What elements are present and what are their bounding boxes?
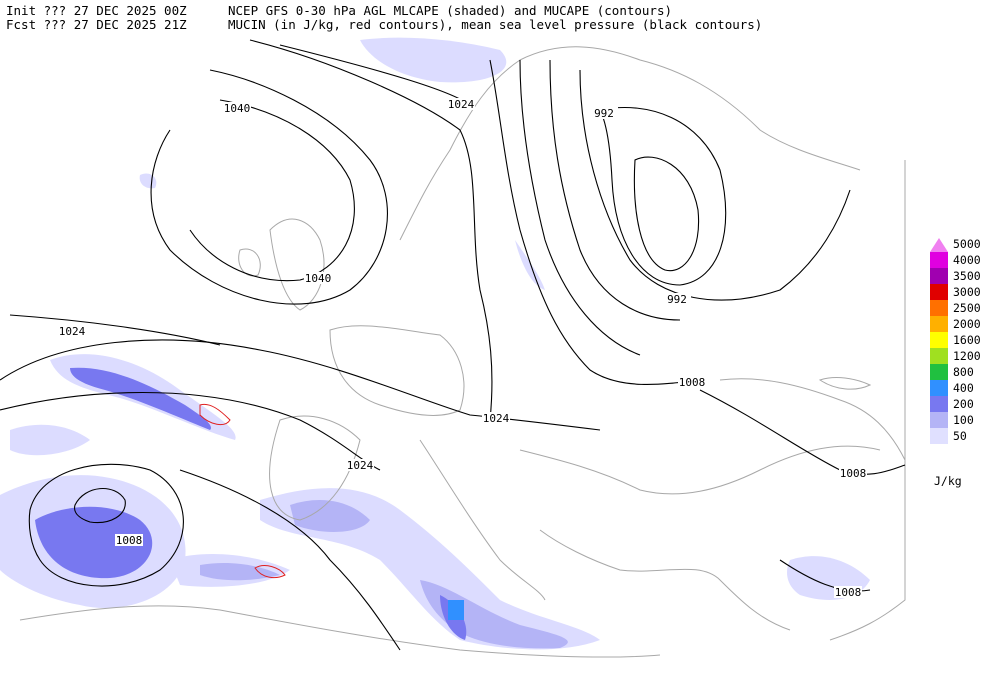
init-time: Init ??? 27 DEC 2025 00Z — [6, 3, 187, 18]
colorbar-label: 2000 — [953, 317, 981, 331]
title-line-1: NCEP GFS 0-30 hPa AGL MLCAPE (shaded) an… — [228, 3, 672, 18]
pressure-label: 1024 — [59, 325, 86, 338]
colorbar: 5000 4000 3500 3000 2500 2000 1600 1200 800 400 20… — [930, 237, 981, 444]
label-bg — [447, 98, 475, 110]
colorbar-label: 800 — [953, 365, 974, 379]
colorbar-label: 2500 — [953, 301, 981, 315]
pressure-label: 1008 — [840, 467, 867, 480]
label-bg — [839, 467, 867, 479]
colorbar-swatch — [930, 252, 948, 268]
colorbar-label: 100 — [953, 413, 974, 427]
colorbar-label: 400 — [953, 381, 974, 395]
colorbar-label: 1200 — [953, 349, 981, 363]
pressure-label: 1040 — [305, 272, 332, 285]
title-line-2: MUCIN (in J/kg, red contours), mean sea … — [228, 17, 762, 32]
colorbar-label: 200 — [953, 397, 974, 411]
pressure-label: 1024 — [347, 459, 374, 472]
pressure-label: 1024 — [448, 98, 475, 111]
label-bg — [663, 293, 691, 305]
pressure-label: 1008 — [679, 376, 706, 389]
label-bg — [678, 376, 706, 388]
pressure-label: 1008 — [116, 534, 143, 547]
label-bg — [223, 102, 251, 114]
colorbar-label: 50 — [953, 429, 967, 443]
colorbar-swatch — [930, 348, 948, 364]
colorbar-swatch — [930, 412, 948, 428]
label-bg — [304, 272, 332, 284]
colorbar-swatch — [930, 300, 948, 316]
colorbar-swatch — [930, 380, 948, 396]
label-bg — [482, 412, 510, 424]
colorbar-label: 3000 — [953, 285, 981, 299]
colorbar-label: 3500 — [953, 269, 981, 283]
colorbar-swatch — [930, 332, 948, 348]
coastlines — [19, 46, 906, 658]
colorbar-swatch — [930, 238, 948, 252]
colorbar-label: 4000 — [953, 253, 981, 267]
label-bg — [58, 325, 86, 337]
forecast-time: Fcst ??? 27 DEC 2025 21Z — [6, 17, 187, 32]
pressure-label: 992 — [594, 107, 614, 120]
colorbar-label: 1600 — [953, 333, 981, 347]
label-bg — [346, 459, 374, 471]
colorbar-swatch — [930, 316, 948, 332]
pressure-labels: 1040 1024 992 1040 992 1024 1008 1024 1024 1008 10… — [58, 98, 867, 599]
colorbar-swatch — [930, 396, 948, 412]
colorbar-label: 5000 — [953, 237, 981, 251]
mucin-contours — [199, 403, 286, 579]
pressure-label: 1024 — [483, 412, 510, 425]
cape-shading — [0, 37, 870, 650]
label-bg — [834, 586, 862, 598]
colorbar-swatch — [930, 364, 948, 380]
colorbar-swatch — [930, 428, 948, 444]
label-bg — [590, 107, 618, 119]
colorbar-unit: J/kg — [934, 474, 962, 488]
pressure-label: 1008 — [835, 586, 862, 599]
label-bg — [115, 534, 143, 546]
pressure-label: 992 — [667, 293, 687, 306]
pressure-label: 1040 — [224, 102, 251, 115]
colorbar-swatch — [930, 268, 948, 284]
colorbar-swatch — [930, 284, 948, 300]
